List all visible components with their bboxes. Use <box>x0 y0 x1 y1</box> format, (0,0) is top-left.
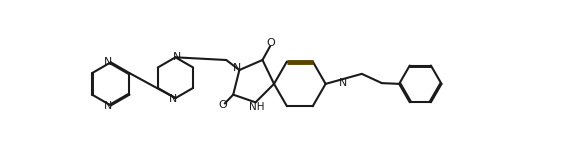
Text: N: N <box>168 93 177 104</box>
Text: N: N <box>339 78 347 88</box>
Text: N: N <box>104 101 112 111</box>
Text: O: O <box>219 100 228 110</box>
Text: NH: NH <box>248 102 264 112</box>
Text: O: O <box>266 38 275 48</box>
Text: N: N <box>104 56 112 67</box>
Text: N: N <box>233 63 241 73</box>
Text: N: N <box>173 52 181 62</box>
